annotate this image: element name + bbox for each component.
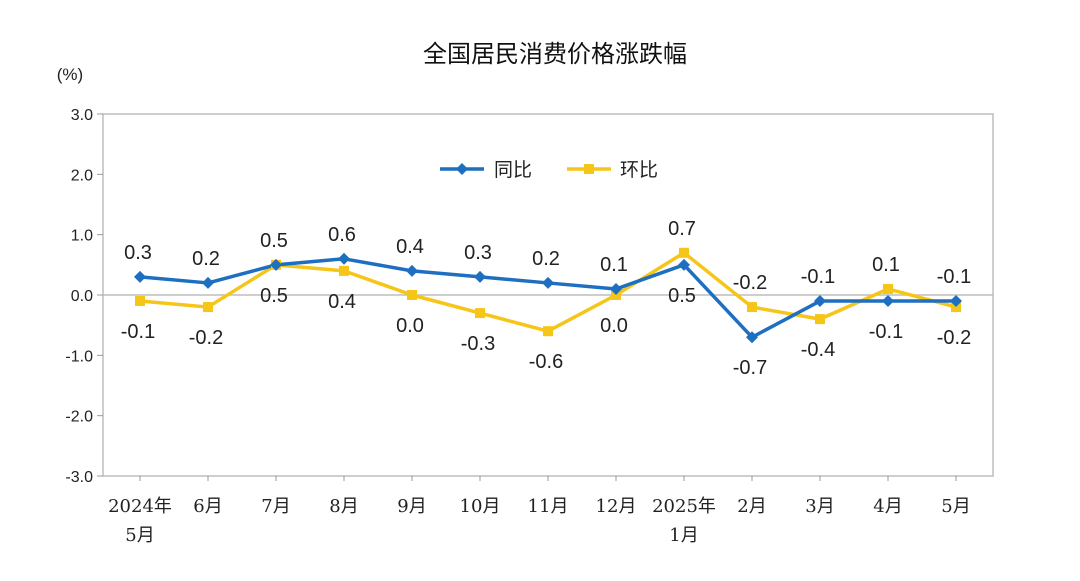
data-label: -0.2 (189, 327, 223, 349)
data-label: 0.6 (328, 224, 356, 246)
data-label: 0.0 (600, 315, 628, 337)
y-axis-unit: (%) (57, 65, 83, 84)
y-tick-label: 3.0 (71, 107, 93, 124)
data-label: -0.7 (733, 357, 767, 379)
data-label: -0.1 (937, 266, 971, 288)
data-point (339, 265, 349, 276)
chart-title: 全国居民消费价格涨跌幅 (423, 40, 687, 68)
x-tick-label: 7月 (261, 496, 290, 517)
x-tick-label: 5月 (125, 525, 154, 546)
legend-label: 环比 (620, 159, 658, 181)
data-label: 0.5 (260, 285, 288, 307)
data-point (679, 247, 689, 258)
data-point (746, 331, 758, 344)
data-point (407, 290, 417, 300)
y-tick-label: 1.0 (71, 228, 93, 245)
data-label: 0.2 (192, 248, 220, 270)
data-point (883, 283, 893, 294)
data-point (814, 295, 826, 308)
data-point (270, 258, 282, 271)
data-point (543, 326, 553, 337)
y-tick-label: -2.0 (65, 409, 93, 426)
data-point (475, 308, 485, 319)
x-tick-label: 3月 (805, 496, 834, 517)
data-point (610, 282, 622, 295)
data-label: 0.3 (124, 242, 152, 264)
data-label: 0.5 (668, 285, 696, 307)
y-tick-label: 0.0 (71, 288, 93, 305)
data-label: -0.3 (461, 333, 495, 355)
legend-marker (584, 164, 594, 174)
x-tick-label: 5月 (941, 496, 970, 517)
x-tick-label: 1月 (669, 525, 698, 546)
data-label: 0.1 (600, 254, 628, 276)
data-label: -0.6 (529, 351, 563, 373)
data-point (406, 264, 418, 277)
x-tick-label: 2月 (737, 496, 766, 517)
x-tick-label: 2025年 (652, 496, 716, 517)
data-point (203, 302, 213, 313)
legend: 同比 环比 (440, 159, 658, 181)
data-label: 0.3 (464, 242, 492, 264)
x-tick-label: 2024年 (108, 496, 172, 517)
data-label: 0.7 (668, 218, 696, 240)
x-tick-label: 4月 (873, 496, 902, 517)
data-point (815, 314, 825, 325)
data-label: -0.1 (121, 321, 155, 343)
x-tick-label: 9月 (397, 496, 426, 517)
y-tick-label: 2.0 (71, 167, 93, 184)
data-point (747, 302, 757, 313)
data-label: -0.2 (937, 327, 971, 349)
data-point (882, 295, 894, 308)
data-point (611, 290, 621, 300)
data-point (678, 258, 690, 271)
data-point (135, 296, 145, 307)
data-point (338, 252, 350, 265)
y-tick-label: -3.0 (65, 469, 93, 486)
legend-marker (456, 163, 468, 175)
data-label: 0.4 (396, 236, 424, 258)
y-axis: 3.0 2.0 1.0 0.0 -1.0 -2.0 -3.0 (65, 107, 103, 486)
data-label: 0.0 (396, 315, 424, 337)
data-label: -0.2 (733, 272, 767, 294)
data-point (542, 276, 554, 289)
data-point (134, 270, 146, 283)
data-labels: 0.3 0.2 0.5 0.6 0.4 0.3 0.2 0.1 0.5 -0.7 -0.1 -0.1 -… (121, 218, 971, 379)
data-label: -0.1 (869, 321, 903, 343)
data-point (474, 270, 486, 283)
data-label: -0.1 (801, 266, 835, 288)
data-label: 0.4 (328, 291, 356, 313)
x-tick-label: 8月 (329, 496, 358, 517)
data-label: 0.2 (532, 248, 560, 270)
y-tick-label: -1.0 (65, 348, 93, 365)
x-tick-label: 10月 (460, 496, 501, 517)
legend-label: 同比 (494, 159, 532, 181)
series-group (134, 247, 962, 344)
x-tick-label: 6月 (193, 496, 222, 517)
data-point (950, 295, 962, 308)
x-tick-label: 11月 (528, 496, 569, 517)
x-axis: 2024年 5月 6月 7月 8月 9月 10月 11月 12月 2025年 1月 2月 3月 4月 5月 (108, 476, 971, 546)
data-label: 0.1 (872, 254, 900, 276)
data-point (202, 276, 214, 289)
x-tick-label: 12月 (596, 496, 637, 517)
data-label: 0.5 (260, 230, 288, 252)
data-label: -0.4 (801, 339, 835, 361)
data-point (951, 302, 961, 313)
